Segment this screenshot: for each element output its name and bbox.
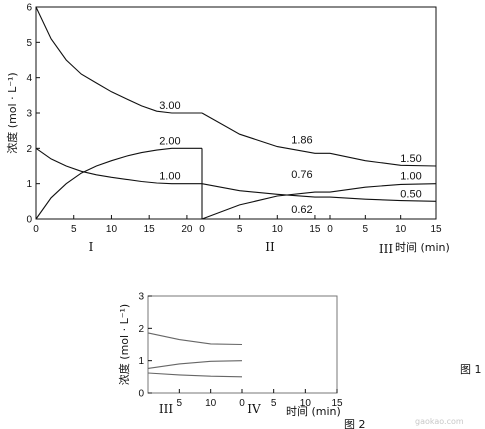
x-tick-label: 10 xyxy=(106,224,118,235)
data-label: 3.00 xyxy=(159,100,180,112)
x-axis-title: 时间 (min) xyxy=(395,241,450,254)
data-label: 1.00 xyxy=(400,171,421,183)
stage-label-III: III xyxy=(379,242,393,256)
x-tick-label: 10 xyxy=(272,224,284,235)
series-line-III-1 xyxy=(329,152,437,167)
y-tick-label: 2 xyxy=(26,144,32,155)
data-label: 1.86 xyxy=(291,134,312,146)
x-tick-label: 0 xyxy=(199,224,205,235)
figure-1: 0 1 2 3 4 5 6 浓度 (mol · L⁻¹) 0 5 10 15 20 I 0 5 10 15 II 0 5… xyxy=(5,3,450,257)
y-axis-title: 浓度 (mol · L⁻¹) xyxy=(5,72,19,153)
series-line-III-2 xyxy=(329,183,437,193)
series-line-I-2 xyxy=(35,147,202,220)
figure-2: 0 1 2 3 浓度 (mol · L⁻¹) 5 10 0 III 5 10 15 IV 时间 (min) xyxy=(117,292,343,419)
y-tick-label: 1 xyxy=(138,356,144,367)
x-tick-label: 10 xyxy=(300,398,312,409)
series-line-III-2 xyxy=(147,360,243,369)
stage-label-IV: IV xyxy=(247,402,261,416)
stage-label-III: III xyxy=(159,402,173,416)
y-tick-label: 3 xyxy=(26,109,32,120)
y-tick-label: 1 xyxy=(26,179,32,190)
y-tick-label: 6 xyxy=(26,3,32,14)
x-tick-label: 15 xyxy=(144,224,156,235)
figure-1-label: 图 1 xyxy=(460,363,482,376)
data-label: 0.76 xyxy=(291,169,312,181)
series-line-I-1 xyxy=(35,6,202,114)
data-label: 0.50 xyxy=(400,188,421,200)
x-tick-label: 10 xyxy=(395,224,407,235)
data-label: 1.50 xyxy=(400,153,421,165)
x-tick-label: 15 xyxy=(430,224,442,235)
plot-frame xyxy=(35,6,437,220)
x-axis-title: 时间 (min) xyxy=(286,405,341,418)
y-tick-label: 0 xyxy=(26,215,32,226)
x-tick-label: 5 xyxy=(271,398,277,409)
data-label: 2.00 xyxy=(159,135,180,147)
y-tick-label: 3 xyxy=(138,292,144,303)
x-tick-label: 0 xyxy=(327,224,333,235)
figure-2-label: 图 2 xyxy=(344,418,366,429)
y-tick-label: 2 xyxy=(138,324,144,335)
x-tick-label: 5 xyxy=(71,224,77,235)
series-line-II-3 xyxy=(201,183,330,198)
series-line-III-3 xyxy=(147,372,243,378)
series-line-I-3 xyxy=(35,147,202,185)
stage-label-II: II xyxy=(265,240,275,254)
stage-label-I: I xyxy=(89,240,94,254)
y-tick-label: 4 xyxy=(26,73,32,84)
x-tick-label: 15 xyxy=(331,398,343,409)
y-axis-title: 浓度 (mol · L⁻¹) xyxy=(117,304,131,385)
data-label: 0.62 xyxy=(291,204,312,216)
x-tick-label: 5 xyxy=(363,224,369,235)
y-tick-label: 5 xyxy=(26,38,32,49)
watermark: gaokao.com xyxy=(415,417,464,426)
x-tick-label: 10 xyxy=(205,398,217,409)
series-line-III-1 xyxy=(147,332,243,346)
series-line-III-3 xyxy=(329,196,437,202)
x-tick-label: 0 xyxy=(33,224,39,235)
data-label: 1.00 xyxy=(159,171,180,183)
x-tick-label: 5 xyxy=(177,398,183,409)
plot-frame xyxy=(147,295,338,394)
x-tick-label: 0 xyxy=(239,398,245,409)
x-tick-label: 5 xyxy=(237,224,243,235)
x-tick-label: 20 xyxy=(181,224,193,235)
series-line-II-1 xyxy=(201,112,330,154)
series-line-II-2 xyxy=(201,191,330,220)
x-tick-label: 15 xyxy=(309,224,321,235)
y-tick-label: 0 xyxy=(138,389,144,400)
